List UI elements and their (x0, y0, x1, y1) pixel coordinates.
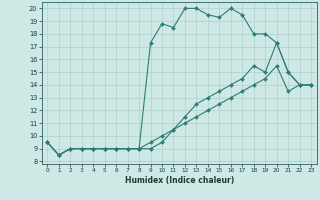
X-axis label: Humidex (Indice chaleur): Humidex (Indice chaleur) (124, 176, 234, 185)
